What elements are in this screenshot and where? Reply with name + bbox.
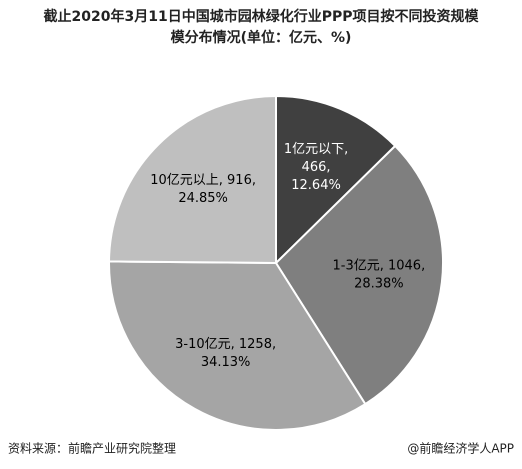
pie: [107, 94, 444, 431]
data-label: 34.13%: [201, 355, 251, 370]
data-label: 1亿元以下,: [284, 142, 348, 157]
chart-title: 截止2020年3月11日中国城市园林绿化行业PPP项目按不同投资规模: [44, 8, 480, 25]
source: 资料来源：前瞻产业研究院整理: [8, 441, 176, 456]
data-label: 1-3亿元, 1046,: [332, 258, 425, 273]
data-label: 24.85%: [178, 191, 228, 206]
credit: @前瞻经济学人APP: [407, 441, 514, 456]
labels: 1亿元以下, 466, 12.64% 1-3亿元, 1046, 28.38% 3-10亿元…: [150, 142, 425, 370]
slice: [275, 94, 397, 266]
data-label: 10亿元以上, 916,: [150, 173, 256, 188]
data-label: 28.38%: [354, 276, 404, 291]
slice: [274, 144, 444, 406]
chart-title: 模分布情况(单位：亿元、%): [171, 29, 352, 46]
data-label: 466,: [302, 160, 331, 175]
data-label: 3-10亿元, 1258,: [175, 337, 276, 352]
slice: [107, 94, 277, 265]
slice: [108, 260, 367, 431]
data-label: 12.64%: [291, 178, 341, 193]
